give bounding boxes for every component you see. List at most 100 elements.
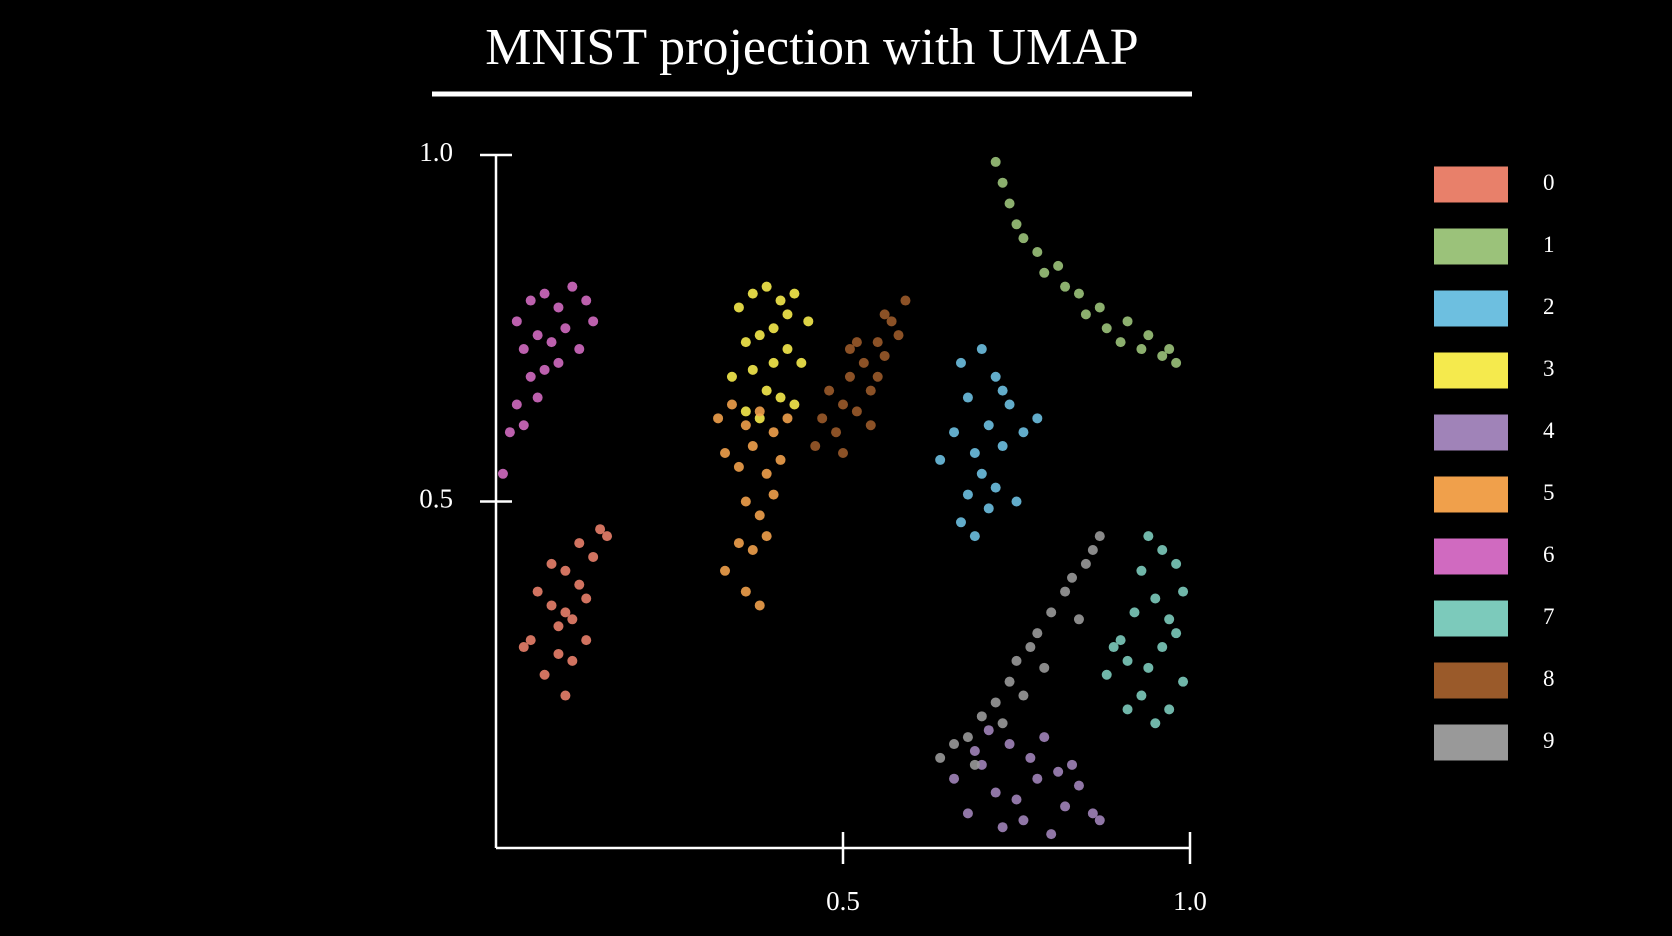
point — [962, 489, 973, 500]
point — [1136, 344, 1147, 355]
point — [754, 330, 765, 341]
point — [1025, 642, 1036, 653]
point — [1080, 309, 1091, 320]
point — [546, 558, 557, 569]
x-tick-label: 0.5 — [826, 886, 860, 916]
point — [976, 468, 987, 479]
point — [539, 364, 550, 375]
point — [1004, 399, 1015, 410]
x-tick-label: 1.0 — [1173, 886, 1207, 916]
point — [511, 399, 522, 410]
point — [1060, 281, 1071, 292]
point — [1039, 732, 1050, 743]
point — [775, 295, 786, 306]
point — [983, 420, 994, 431]
point — [1018, 233, 1029, 244]
point — [525, 371, 536, 382]
legend-label: 9 — [1543, 728, 1555, 753]
point — [1039, 662, 1050, 673]
point — [955, 517, 966, 528]
point — [990, 697, 1001, 708]
point — [949, 773, 960, 784]
point — [1122, 316, 1133, 327]
point — [754, 600, 765, 611]
point — [546, 600, 557, 611]
point — [768, 323, 779, 334]
point — [1157, 545, 1168, 556]
point — [1129, 607, 1140, 618]
point — [567, 614, 578, 625]
point — [1018, 815, 1029, 826]
legend-swatch — [1434, 662, 1508, 699]
point — [1087, 808, 1098, 819]
point — [754, 510, 765, 521]
point — [581, 635, 592, 646]
point — [1122, 655, 1133, 666]
point — [1004, 676, 1015, 687]
point — [518, 420, 529, 431]
point — [532, 586, 543, 597]
point — [990, 787, 1001, 798]
point — [1080, 558, 1091, 569]
point — [560, 565, 571, 576]
point — [553, 621, 564, 632]
point — [803, 316, 814, 327]
point — [733, 302, 744, 313]
point — [838, 399, 848, 410]
point — [1171, 558, 1182, 569]
point — [581, 295, 592, 306]
legend-label: 2 — [1543, 294, 1555, 319]
legend-label: 6 — [1543, 542, 1555, 567]
point — [553, 648, 564, 659]
point — [1157, 642, 1168, 653]
point — [754, 413, 765, 424]
point — [789, 399, 800, 410]
point — [810, 441, 821, 452]
point — [1157, 350, 1168, 361]
point — [1053, 766, 1064, 777]
point — [733, 538, 744, 549]
point — [886, 316, 897, 327]
point — [768, 357, 779, 368]
point — [1115, 635, 1126, 646]
point — [1073, 288, 1084, 299]
point — [1164, 614, 1175, 625]
point — [935, 752, 946, 763]
point — [761, 531, 772, 542]
point — [851, 337, 862, 348]
point — [595, 524, 606, 535]
point — [1143, 662, 1154, 673]
point — [1136, 565, 1147, 576]
point — [865, 420, 876, 431]
point — [532, 392, 543, 403]
point — [824, 385, 835, 396]
point — [879, 350, 890, 361]
point — [1094, 531, 1105, 542]
point — [851, 406, 862, 417]
point — [539, 669, 550, 680]
point — [740, 586, 751, 597]
point — [962, 808, 973, 819]
point — [796, 357, 807, 368]
point — [574, 344, 585, 355]
point — [1094, 302, 1105, 313]
point — [1018, 427, 1029, 438]
point — [1171, 357, 1182, 368]
point — [504, 427, 515, 438]
point — [1046, 607, 1057, 618]
point — [1101, 669, 1112, 680]
point — [997, 385, 1008, 396]
point — [900, 295, 911, 306]
point — [747, 441, 758, 452]
legend-label: 5 — [1543, 480, 1555, 505]
point — [976, 344, 987, 355]
point — [588, 316, 599, 327]
legend-swatch — [1434, 538, 1508, 575]
point — [761, 468, 772, 479]
point — [962, 392, 973, 403]
legend-swatch — [1434, 166, 1508, 203]
point — [525, 295, 536, 306]
point — [1122, 704, 1133, 715]
point — [1073, 614, 1084, 625]
point — [553, 357, 564, 368]
